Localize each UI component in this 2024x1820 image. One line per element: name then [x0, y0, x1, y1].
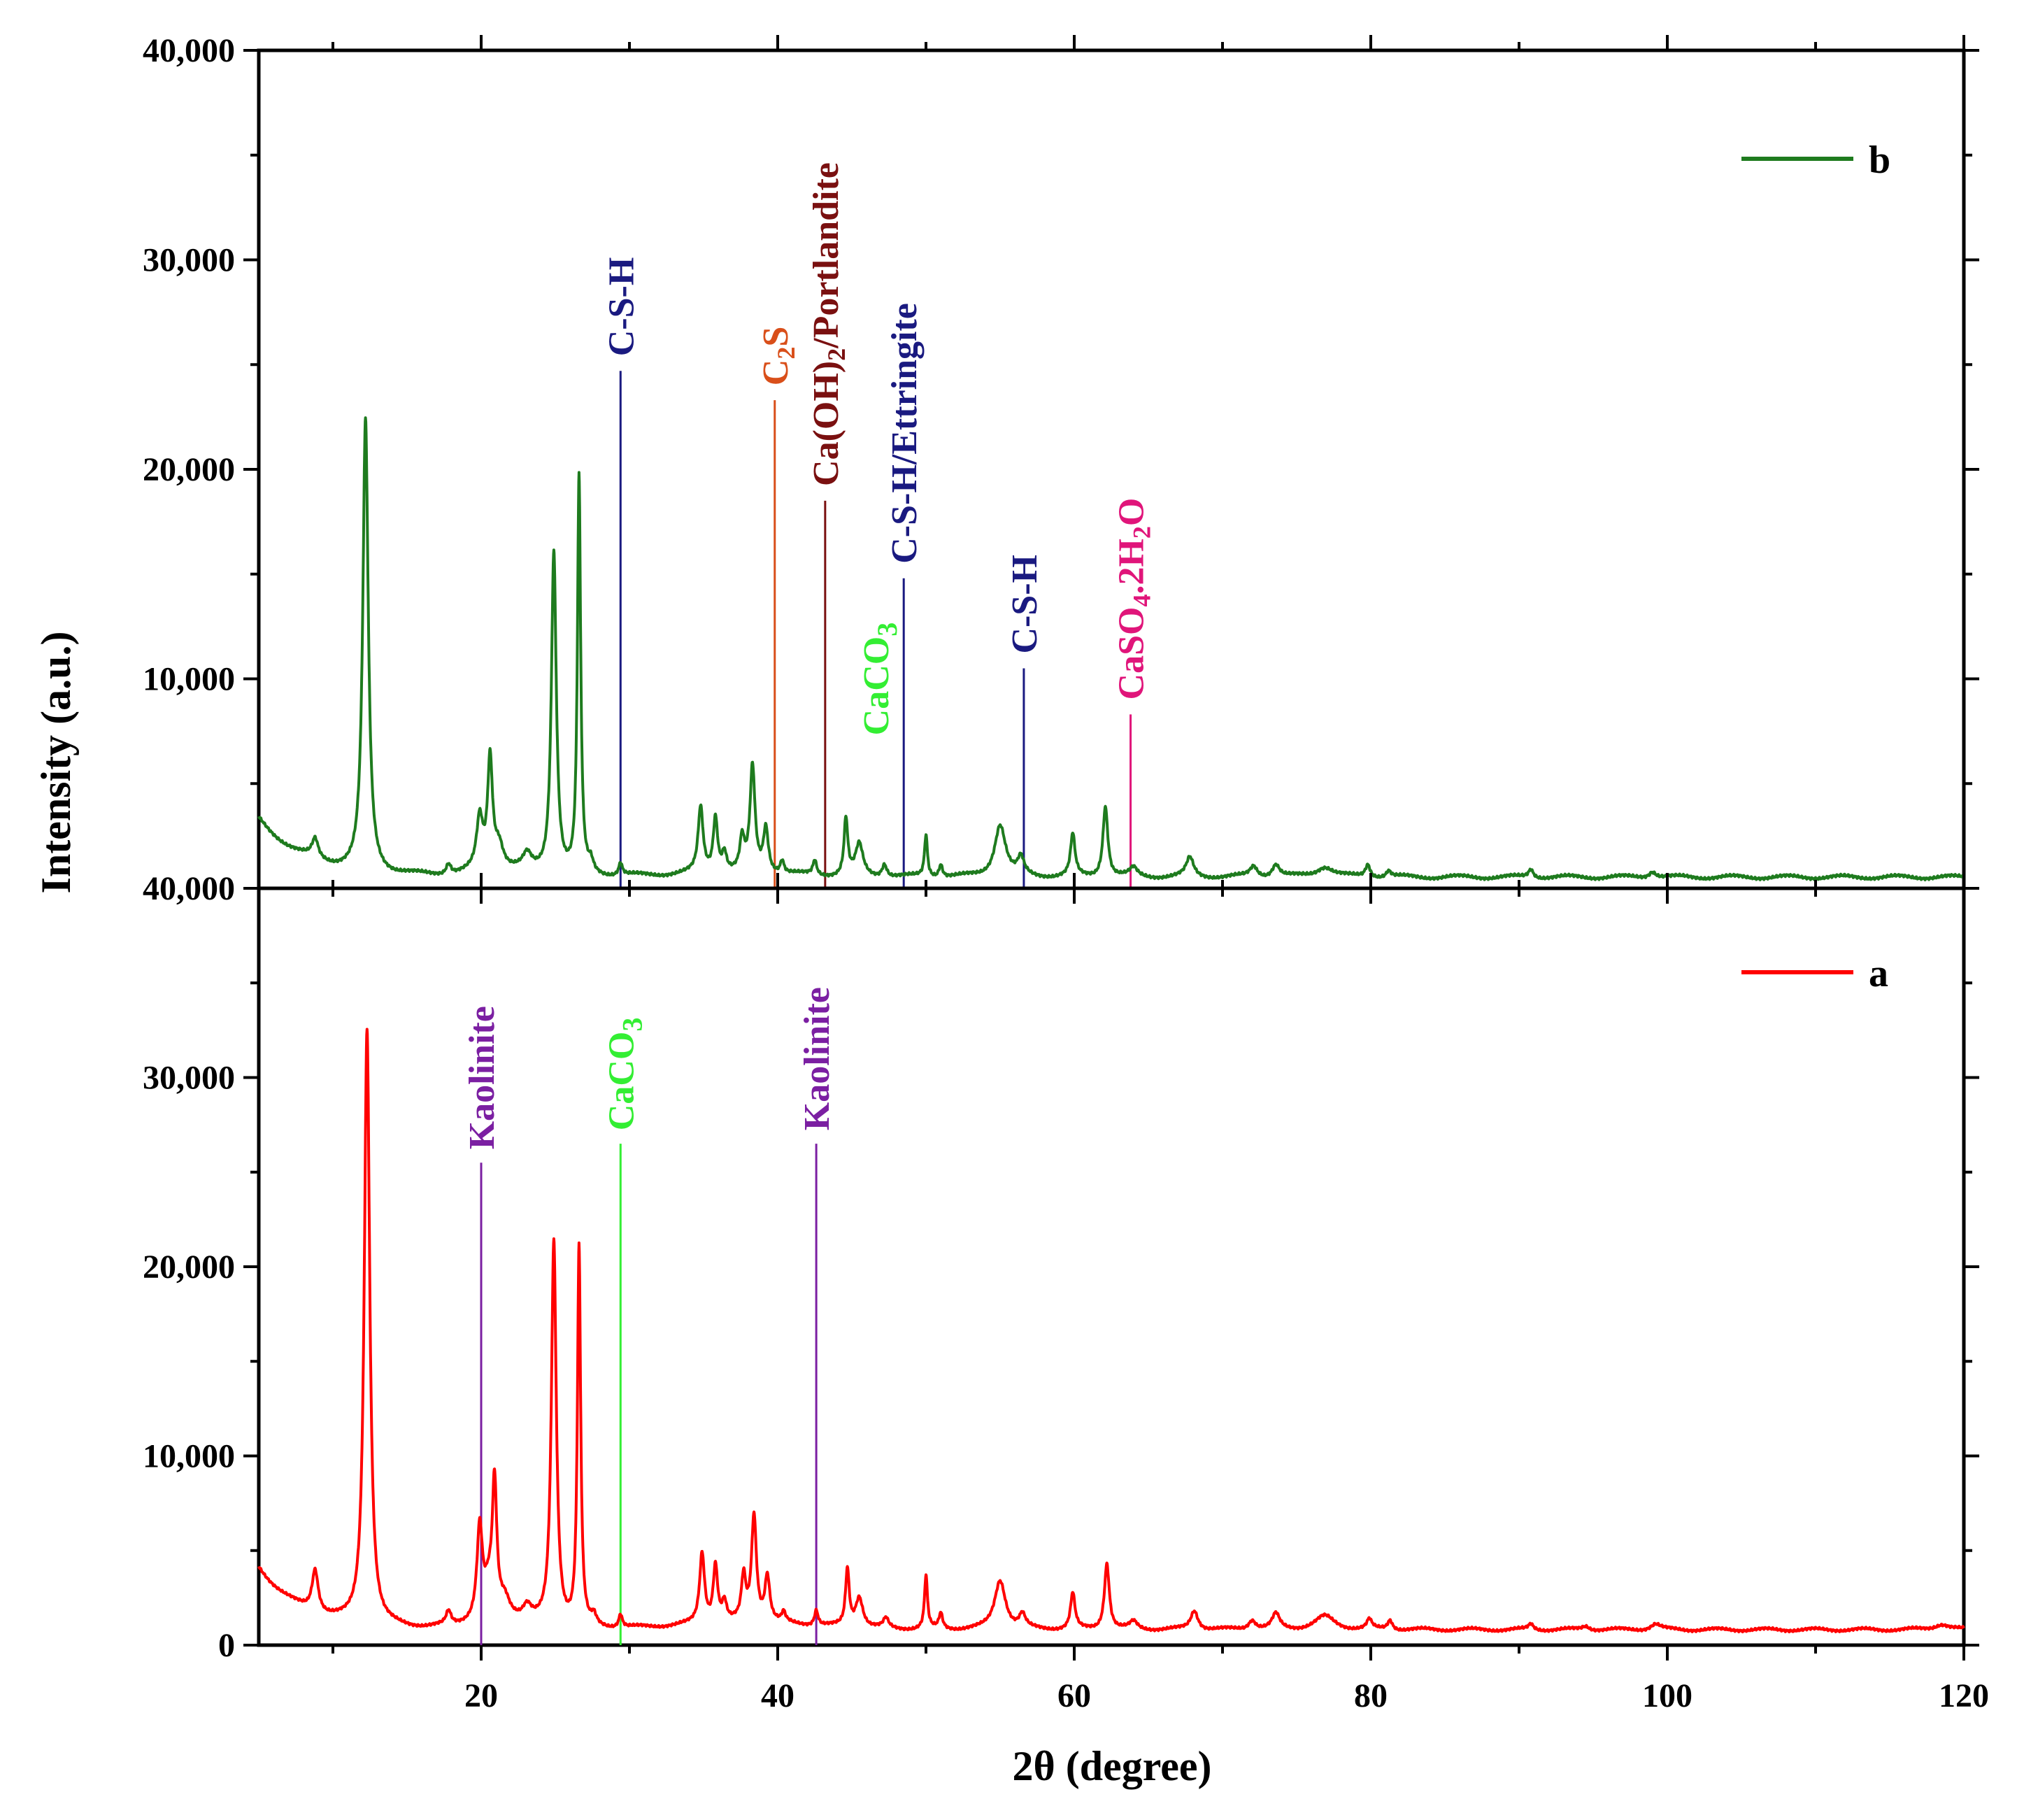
legend-label: b — [1869, 138, 1890, 182]
x-tick-label: 20 — [464, 1677, 498, 1714]
y-tick-label: 30,000 — [143, 1060, 235, 1097]
phase-label: Kaolinite — [462, 1006, 502, 1149]
phase-label: C-S-H/Ettringite — [885, 303, 925, 564]
y-axis-title: Intensity (a.u.) — [33, 631, 79, 893]
series-line-b — [257, 416, 1965, 881]
y-tick-label: 40,000 — [143, 32, 235, 69]
x-tick-label: 100 — [1642, 1677, 1692, 1714]
y-tick-label: 10,000 — [143, 1438, 235, 1475]
panel-top: 10,00020,00030,00040,000C-S-HC2SCa(OH)2/… — [143, 32, 1979, 904]
legend-label: a — [1869, 952, 1888, 995]
phase-label: CaCO3 — [857, 623, 903, 736]
phase-label: CaCO3 — [601, 1018, 648, 1131]
series-line-a — [257, 1028, 1965, 1634]
x-tick-label: 60 — [1057, 1677, 1091, 1714]
phase-label: C-S-H — [601, 257, 641, 357]
phase-label: Kaolinite — [797, 987, 837, 1130]
y-tick-label: 40,000 — [143, 870, 235, 907]
y-tick-label: 20,000 — [143, 451, 235, 488]
y-tick-label: 20,000 — [143, 1249, 235, 1286]
x-tick-label: 40 — [761, 1677, 794, 1714]
x-tick-label: 120 — [1939, 1677, 1989, 1714]
x-axis-title: 2θ (degree) — [1012, 1743, 1211, 1789]
phase-label: Ca(OH)2/Portlandite — [806, 162, 850, 486]
x-tick-label: 80 — [1354, 1677, 1388, 1714]
panel-bottom: 0 10,000 20,000 30,000 40,000 20 40 60 80 100 120 K… — [143, 870, 1989, 1714]
y-tick-label: 10,000 — [143, 661, 235, 698]
y-tick-label: 30,000 — [143, 242, 235, 279]
y-tick-label: 0 — [218, 1627, 235, 1664]
phase-label: C-S-H — [1005, 555, 1045, 654]
